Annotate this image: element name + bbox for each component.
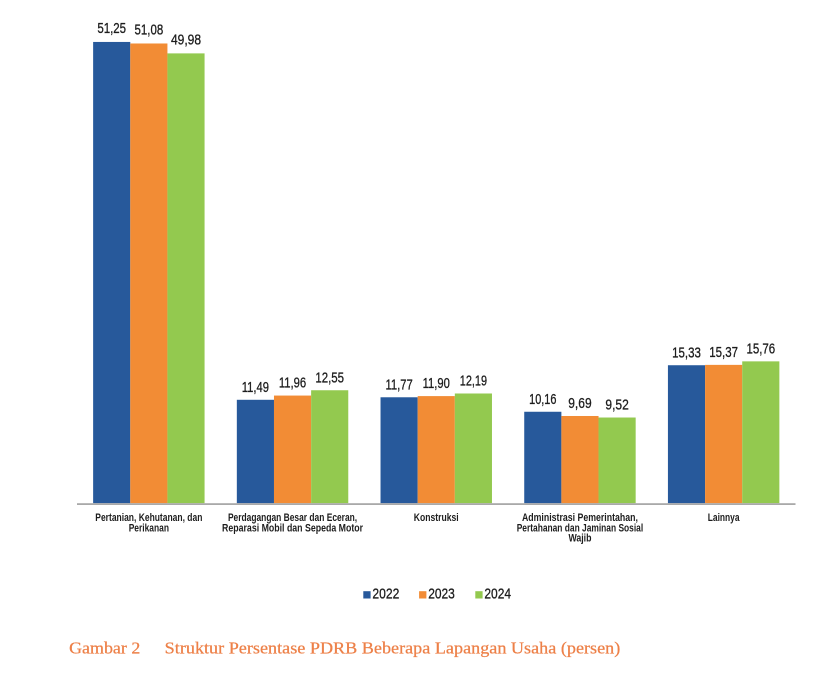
svg-text:12,55: 12,55	[315, 370, 344, 386]
svg-text:Administrasi Pemerintahan,: Administrasi Pemerintahan,	[522, 512, 638, 524]
svg-text:10,16: 10,16	[529, 392, 556, 408]
svg-text:51,08: 51,08	[135, 23, 164, 39]
svg-text:49,98: 49,98	[171, 32, 201, 48]
svg-text:Perdagangan Besar dan Eceran,: Perdagangan Besar dan Eceran,	[228, 512, 357, 524]
svg-text:12,19: 12,19	[460, 374, 487, 390]
svg-text:2023: 2023	[428, 587, 455, 603]
svg-text:Struktur Persentase PDRB Beber: Struktur Persentase PDRB Beberapa Lapang…	[165, 638, 621, 657]
svg-text:9,69: 9,69	[568, 396, 591, 412]
svg-text:Pertahanan dan Jaminan Sosial: Pertahanan dan Jaminan Sosial	[517, 522, 644, 534]
svg-text:2024: 2024	[484, 587, 511, 603]
svg-text:Wajib: Wajib	[568, 533, 591, 545]
svg-text:Pertanian, Kehutanan, dan: Pertanian, Kehutanan, dan	[95, 512, 202, 524]
svg-text:Lainnya: Lainnya	[708, 512, 740, 524]
svg-text:11,90: 11,90	[423, 376, 450, 392]
svg-text:11,49: 11,49	[242, 380, 269, 396]
svg-text:Reparasi Mobil dan Sepeda Moto: Reparasi Mobil dan Sepeda Motor	[222, 522, 363, 534]
svg-text:11,96: 11,96	[279, 376, 306, 392]
svg-text:15,76: 15,76	[746, 341, 775, 357]
svg-text:51,25: 51,25	[97, 21, 126, 37]
svg-text:Gambar 2: Gambar 2	[69, 638, 140, 657]
svg-text:Konstruksi: Konstruksi	[414, 512, 459, 524]
svg-text:11,77: 11,77	[385, 377, 412, 393]
svg-text:15,37: 15,37	[709, 345, 738, 361]
svg-text:2022: 2022	[372, 587, 399, 603]
svg-text:9,52: 9,52	[605, 398, 628, 414]
svg-text:Perikanan: Perikanan	[129, 522, 169, 534]
svg-text:15,33: 15,33	[672, 345, 701, 361]
